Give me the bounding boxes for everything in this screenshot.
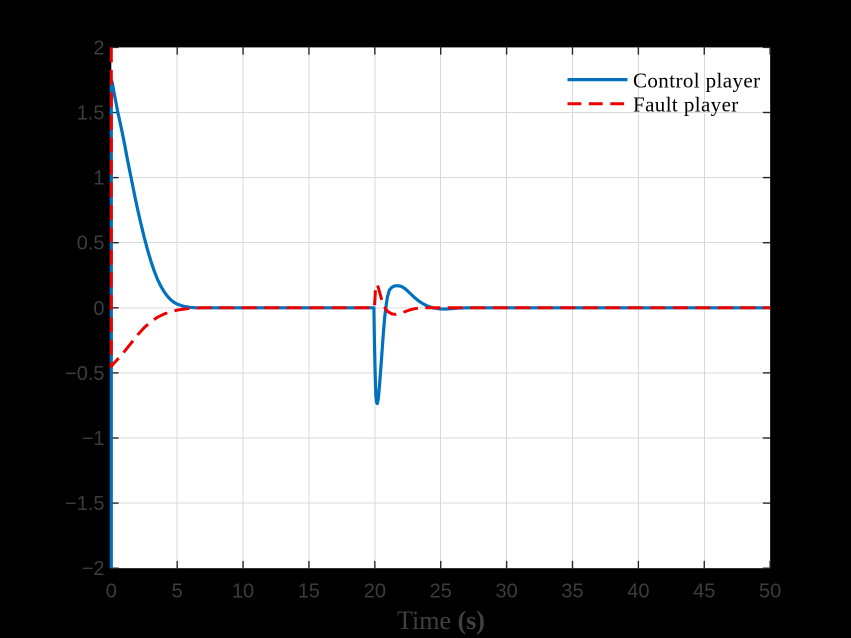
svg-text:25: 25 (430, 581, 452, 603)
svg-text:40: 40 (627, 581, 649, 603)
svg-text:5: 5 (172, 581, 183, 603)
svg-text:−1.5: −1.5 (65, 493, 104, 515)
svg-text:0: 0 (106, 581, 117, 603)
svg-text:10: 10 (232, 581, 254, 603)
svg-text:0.5: 0.5 (77, 233, 105, 255)
svg-text:1: 1 (93, 168, 104, 190)
svg-text:Time (s): Time (s) (397, 606, 485, 635)
svg-text:20: 20 (364, 581, 386, 603)
svg-text:45: 45 (693, 581, 715, 603)
svg-text:50: 50 (759, 581, 781, 603)
svg-text:0: 0 (93, 298, 104, 320)
svg-text:−0.5: −0.5 (65, 363, 104, 385)
svg-text:2: 2 (93, 37, 104, 59)
svg-text:Fault player: Fault player (633, 93, 739, 117)
svg-text:35: 35 (561, 581, 583, 603)
svg-text:Control player: Control player (633, 69, 761, 93)
svg-text:−1: −1 (82, 428, 105, 450)
svg-text:15: 15 (298, 581, 320, 603)
svg-text:1.5: 1.5 (77, 103, 105, 125)
svg-text:30: 30 (495, 581, 517, 603)
svg-text:−2: −2 (82, 558, 105, 580)
